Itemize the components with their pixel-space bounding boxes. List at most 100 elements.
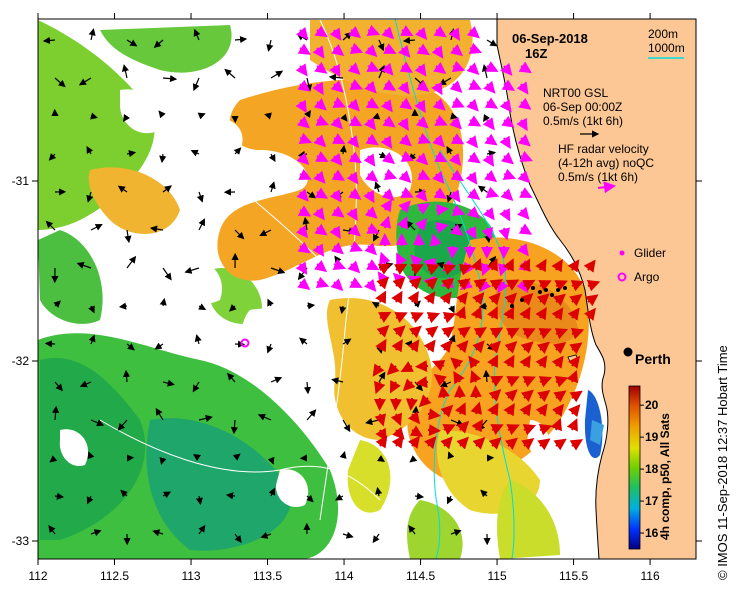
current-velocity-arrow <box>440 404 454 418</box>
colorbar-ticks: 20 19 18 17 16 <box>640 398 659 540</box>
hf-radar-arrow <box>399 61 413 73</box>
current-velocity-arrow <box>535 258 547 273</box>
hf-radar-arrow <box>432 98 446 111</box>
hf-radar-arrow <box>396 252 407 266</box>
current-velocity-arrow <box>472 437 486 450</box>
hf-radar-arrow <box>329 225 341 239</box>
hf-radar-arrow <box>433 61 447 75</box>
x-tick-label: 112.5 <box>100 569 129 583</box>
current-velocity-arrow <box>553 390 567 403</box>
current-velocity-arrow <box>503 403 515 417</box>
model-velocity-arrow <box>486 39 498 47</box>
hf-radar-arrow <box>380 99 393 113</box>
hf-radar-arrow <box>499 208 511 222</box>
x-axis: 112 112.5 113 113.5 114 114.5 115 115.5 116 <box>28 13 660 583</box>
hf-radar-arrow <box>466 62 480 75</box>
hf-radar-arrow <box>466 26 480 39</box>
model-velocity-arrow <box>375 486 383 497</box>
hf-radar-arrow <box>349 277 363 288</box>
argo-legend-marker <box>617 272 627 282</box>
hf-radar-arrow <box>380 135 393 149</box>
current-velocity-arrow <box>519 306 531 321</box>
current-velocity-arrow <box>553 438 567 451</box>
y-tick-label: -32 <box>12 354 30 368</box>
model-velocity-arrow <box>90 112 98 120</box>
current-velocity-arrow <box>375 290 387 304</box>
current-velocity-arrow <box>470 257 482 272</box>
y-axis: -31 -32 -33 <box>12 174 702 548</box>
model-velocity-arrow <box>88 334 96 345</box>
hf-radar-arrow <box>365 133 379 146</box>
model-velocity-arrow <box>117 185 128 193</box>
hf-radar-arrow <box>423 257 437 270</box>
plot-frame <box>37 18 697 560</box>
hf-radar-arrow <box>416 203 431 215</box>
current-velocity-arrow <box>535 403 548 417</box>
model-velocity-arrow <box>78 77 92 86</box>
current-velocity-arrow <box>453 385 466 399</box>
hf-radar-arrow <box>501 115 515 128</box>
model-velocity-arrow <box>120 489 128 498</box>
current-velocity-arrow <box>410 264 424 275</box>
current-velocity-arrow <box>391 435 404 449</box>
hf-radar-arrow <box>312 45 325 59</box>
current-velocity-arrow <box>391 339 403 353</box>
current-velocity-arrow <box>433 373 447 387</box>
hf-radar-arrow <box>429 233 442 247</box>
hf-radar-arrow <box>400 25 414 37</box>
hf-radar-arrow <box>397 81 410 95</box>
glider-track <box>510 286 567 308</box>
hf-radar-arrow <box>397 117 409 131</box>
current-velocity-arrow <box>489 279 503 291</box>
hf-radar-arrow <box>400 150 415 162</box>
model-velocity-arrow <box>42 36 56 45</box>
hf-radar-arrow <box>465 225 477 240</box>
model-velocity-arrow <box>162 379 175 387</box>
current-velocity-arrow <box>567 355 581 369</box>
model-velocity-arrow <box>53 300 61 308</box>
current-velocity-arrow <box>537 389 551 403</box>
hf-radar-arrow <box>296 152 310 165</box>
hf-radar-arrows <box>295 24 533 294</box>
model-velocity-arrow <box>225 492 236 500</box>
model-velocity-arrow <box>90 419 105 427</box>
current-velocity-arrow <box>570 280 585 292</box>
model-velocity-arrow <box>227 372 236 383</box>
model-velocity-arrow <box>232 453 241 461</box>
model-velocity-arrow <box>121 64 129 79</box>
hf-radar-arrow <box>366 61 380 72</box>
hf-radar-arrow <box>482 207 495 221</box>
hf-radar-arrow <box>414 217 428 232</box>
current-velocity-arrow <box>506 424 520 436</box>
model-velocity-arrow <box>477 185 488 193</box>
model-velocity-arrow <box>124 229 132 244</box>
hf-radar-arrow <box>434 114 448 126</box>
current-velocity-arrow <box>456 340 469 354</box>
hf-radar-arrow <box>363 153 376 167</box>
current-velocity-arrow <box>377 263 392 275</box>
hf-radar-arrow <box>296 188 309 202</box>
current-velocity-arrow <box>504 341 518 354</box>
current-velocity-arrow <box>554 328 569 340</box>
hf-radar-arrow <box>516 117 528 132</box>
hf-radar-arrow <box>382 79 397 91</box>
hf-radar-arrow <box>383 43 397 54</box>
model-velocity-arrow <box>90 529 102 537</box>
model-velocity-arrow <box>192 77 200 92</box>
hf-radar-arrow <box>346 207 358 222</box>
current-velocity-arrow <box>506 376 520 387</box>
model-velocity-arrow <box>405 220 416 231</box>
current-velocity-arrow <box>519 355 531 369</box>
current-velocity-arrow <box>394 263 408 275</box>
hf-radar-arrow <box>347 62 361 75</box>
current-velocity-arrow <box>374 380 386 395</box>
current-velocity-arrow <box>441 326 455 339</box>
contour-label-200m: 200m <box>648 27 678 41</box>
hf-radar-arrow <box>467 151 481 164</box>
model-velocity-arrow <box>117 419 128 431</box>
model-velocity-arrow <box>86 145 94 155</box>
model-velocity-arrow <box>154 342 164 350</box>
model-velocity-arrow <box>48 153 57 161</box>
current-velocity-arrow <box>470 306 482 320</box>
hf-radar-arrow <box>298 132 313 144</box>
